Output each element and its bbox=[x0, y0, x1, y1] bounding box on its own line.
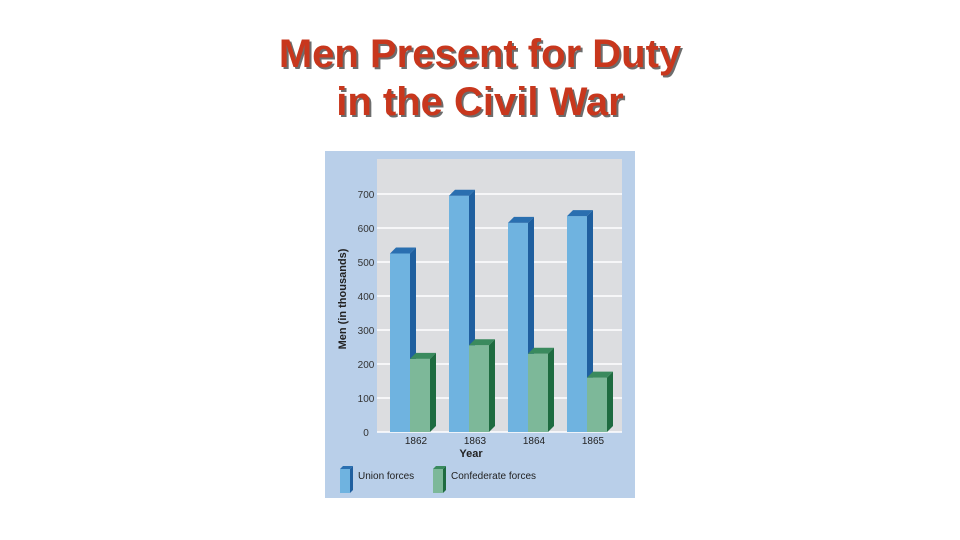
legend-label: Confederate forces bbox=[451, 471, 536, 482]
bar-union-1862 bbox=[390, 253, 410, 432]
bar-side bbox=[548, 347, 554, 432]
bars bbox=[390, 189, 613, 432]
y-tick-label: 500 bbox=[358, 258, 375, 269]
bar-top bbox=[587, 371, 613, 378]
y-tick-label: 300 bbox=[358, 326, 375, 337]
legend-swatch-top bbox=[340, 466, 353, 469]
legend-label: Union forces bbox=[358, 471, 414, 482]
x-tick-labels: 1862 1863 1864 1865 bbox=[405, 436, 605, 447]
bar-confederate-1862 bbox=[410, 358, 430, 432]
y-tick-label: 400 bbox=[358, 292, 375, 303]
bar-confederate-1863 bbox=[469, 345, 489, 432]
bar-top bbox=[508, 216, 534, 223]
bar-union-1864 bbox=[508, 222, 528, 432]
y-tick-label: 0 bbox=[363, 428, 369, 439]
bar-confederate-1865 bbox=[587, 377, 607, 432]
y-tick-label: 600 bbox=[358, 224, 375, 235]
bar-top bbox=[567, 210, 593, 217]
bar-union-1865 bbox=[567, 216, 587, 432]
slide-title: Men Present for Duty in the Civil War bbox=[0, 30, 960, 126]
legend-swatch bbox=[340, 469, 350, 493]
bar-top bbox=[390, 247, 416, 254]
y-tick-label: 100 bbox=[358, 394, 375, 405]
y-tick-labels: 0 100 200 300 400 500 600 700 bbox=[358, 190, 375, 439]
slide-title-line-1: Men Present for Duty bbox=[278, 32, 682, 76]
bar-side bbox=[489, 339, 495, 432]
y-axis-label: Men (in thousands) bbox=[337, 248, 349, 349]
x-tick-label: 1862 bbox=[405, 436, 428, 447]
bar-union-1863 bbox=[449, 195, 469, 432]
x-tick-label: 1864 bbox=[523, 436, 546, 447]
legend-swatch-top bbox=[433, 466, 446, 469]
legend-swatch-side bbox=[350, 466, 353, 493]
slide-title-line-2: in the Civil War bbox=[336, 80, 624, 124]
bar-confederate-1864 bbox=[528, 353, 548, 432]
x-axis-label: Year bbox=[459, 448, 483, 460]
x-tick-label: 1863 bbox=[464, 436, 487, 447]
y-tick-label: 200 bbox=[358, 360, 375, 371]
bar-side bbox=[607, 371, 613, 432]
bar-side bbox=[430, 352, 436, 432]
legend-swatch bbox=[433, 469, 443, 493]
legend-swatch-side bbox=[443, 466, 446, 493]
bar-top bbox=[449, 189, 475, 196]
y-tick-label: 700 bbox=[358, 190, 375, 201]
bar-top bbox=[469, 339, 495, 346]
bar-top bbox=[410, 352, 436, 359]
legend: Union forces Confederate forces bbox=[340, 466, 536, 493]
bar-top bbox=[528, 347, 554, 354]
x-tick-label: 1865 bbox=[582, 436, 605, 447]
